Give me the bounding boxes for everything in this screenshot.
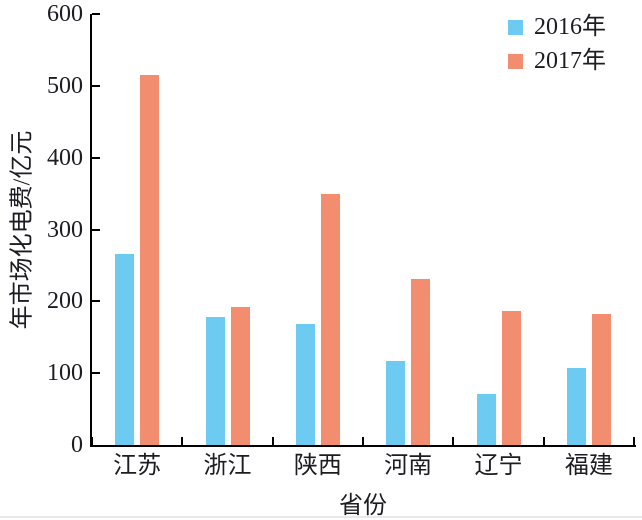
bar-series1-cat4 xyxy=(386,360,406,445)
bar-series1-cat5 xyxy=(476,393,496,445)
x-axis-category-label: 河南 xyxy=(384,453,433,479)
x-axis-tick xyxy=(633,437,635,445)
x-axis-tick xyxy=(452,437,455,445)
y-axis-tick-label: 300 xyxy=(47,216,83,243)
bar-series2-cat2 xyxy=(230,307,250,445)
y-axis-tick-label: 0 xyxy=(71,432,83,458)
y-axis-tick-label: 400 xyxy=(47,144,83,171)
bar-series2-cat6 xyxy=(591,314,611,445)
y-axis-tick-label: 100 xyxy=(47,360,83,387)
legend-swatch-icon xyxy=(508,19,523,35)
x-axis-category-label: 福建 xyxy=(564,453,613,479)
x-axis-category-label: 江苏 xyxy=(113,453,162,479)
y-axis-tick-label: 500 xyxy=(47,72,83,99)
bar-series2-cat4 xyxy=(411,279,431,445)
x-axis-tick xyxy=(542,437,545,445)
bar-series1-cat2 xyxy=(205,317,225,445)
y-axis-tick xyxy=(92,84,100,87)
x-axis-category-label: 陕西 xyxy=(293,453,342,479)
x-axis-line xyxy=(90,445,636,447)
y-axis-tick xyxy=(92,13,100,15)
x-axis-tick xyxy=(271,437,274,445)
x-axis-category-label: 浙江 xyxy=(203,453,252,479)
y-axis-tick-label: 200 xyxy=(47,288,83,315)
legend-item: 2017年 xyxy=(508,48,606,74)
bar-series2-cat3 xyxy=(320,193,340,445)
legend-item: 2016年 xyxy=(508,14,606,40)
y-axis-tick-label: 600 xyxy=(47,1,83,27)
y-axis-tick xyxy=(92,228,100,231)
x-axis-tick xyxy=(362,437,364,445)
page-divider-line xyxy=(0,516,642,518)
bar-series1-cat1 xyxy=(115,253,135,445)
legend: 2016年 2017年 xyxy=(508,14,606,82)
y-axis-tick xyxy=(92,372,100,375)
legend-label: 2017年 xyxy=(534,48,606,74)
x-axis-title: 省份 xyxy=(339,493,387,519)
y-axis-line xyxy=(90,14,92,447)
bar-series2-cat5 xyxy=(501,311,521,445)
y-axis-tick xyxy=(92,156,100,159)
x-axis-tick xyxy=(91,437,93,445)
bar-series2-cat1 xyxy=(140,75,160,445)
bar-series1-cat6 xyxy=(566,368,586,445)
x-axis-tick xyxy=(181,437,184,445)
legend-swatch-icon xyxy=(508,53,523,69)
y-axis-tick xyxy=(92,300,100,303)
x-axis-category-label: 辽宁 xyxy=(474,453,523,479)
legend-label: 2016年 xyxy=(534,14,606,40)
bar-series1-cat3 xyxy=(295,323,315,445)
